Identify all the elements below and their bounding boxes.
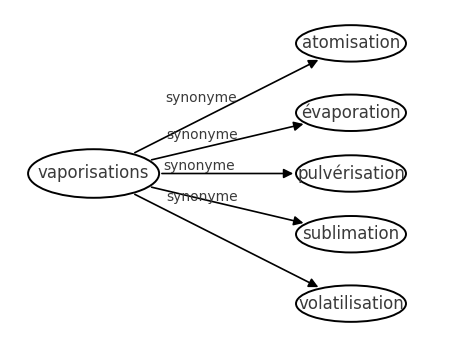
Text: atomisation: atomisation	[302, 34, 400, 52]
Ellipse shape	[296, 25, 406, 62]
Text: synonyme: synonyme	[164, 159, 235, 173]
Text: synonyme: synonyme	[166, 128, 238, 142]
Text: pulvérisation: pulvérisation	[297, 164, 405, 183]
Text: synonyme: synonyme	[165, 91, 237, 104]
Text: sublimation: sublimation	[302, 225, 400, 243]
Text: volatilisation: volatilisation	[298, 295, 404, 313]
Ellipse shape	[296, 155, 406, 192]
Ellipse shape	[28, 149, 159, 198]
Text: évaporation: évaporation	[301, 103, 401, 122]
Ellipse shape	[296, 285, 406, 322]
Ellipse shape	[296, 216, 406, 253]
Text: synonyme: synonyme	[166, 191, 238, 204]
Ellipse shape	[296, 94, 406, 131]
Text: vaporisations: vaporisations	[38, 164, 149, 183]
